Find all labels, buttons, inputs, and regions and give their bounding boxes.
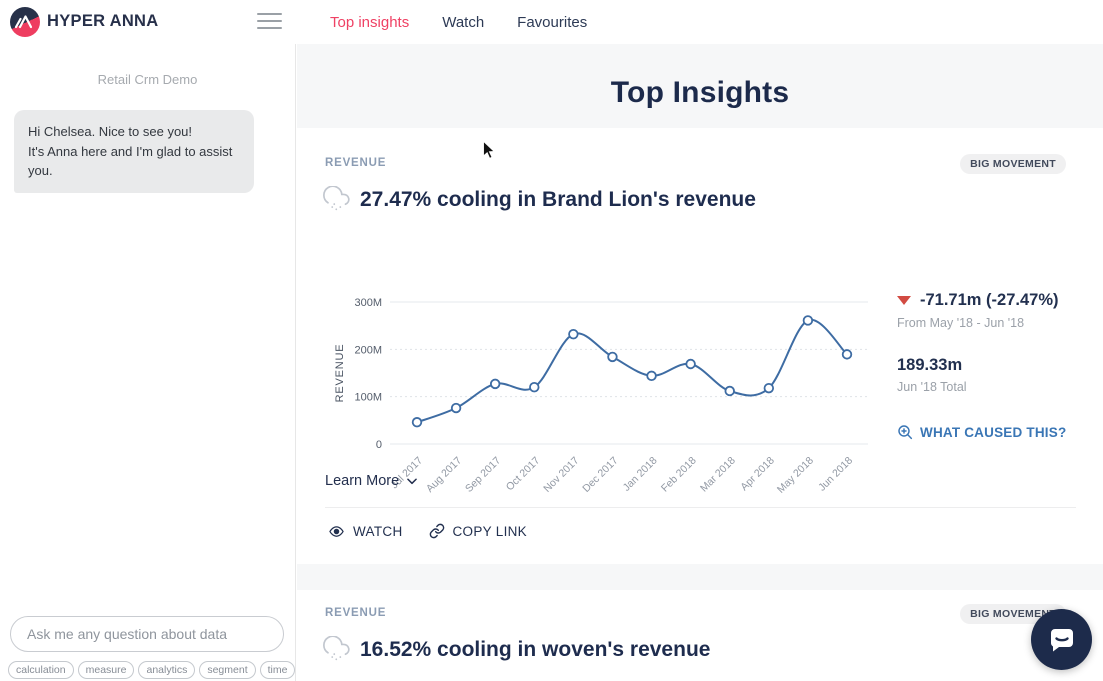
total-value: 189.33m	[897, 356, 963, 374]
page-title: Top Insights	[610, 76, 790, 109]
tab-top-insights[interactable]: Top insights	[330, 13, 410, 31]
chevron-down-icon	[407, 478, 417, 485]
svg-text:200M: 200M	[354, 344, 382, 356]
svg-text:Aug 2017: Aug 2017	[424, 455, 464, 495]
insight-card-woven: REVENUE BIG MOVEMENT 16.52% cooling in w…	[297, 590, 1103, 681]
svg-text:Nov 2017: Nov 2017	[541, 455, 581, 495]
watch-button[interactable]: WATCH	[328, 524, 403, 539]
cloud-rain-icon	[323, 636, 350, 663]
card-divider	[325, 507, 1076, 508]
svg-text:Jan 2018: Jan 2018	[621, 455, 660, 494]
top-header: HYPER ANNA Top insights Watch Favourites	[0, 0, 1103, 44]
tag-time[interactable]: time	[259, 661, 296, 679]
card-actions: WATCH COPY LINK	[328, 523, 527, 539]
zoom-in-icon	[898, 425, 913, 440]
copy-link-button[interactable]: COPY LINK	[429, 523, 527, 539]
svg-text:Sep 2017: Sep 2017	[463, 455, 503, 495]
copy-link-label: COPY LINK	[452, 523, 527, 539]
greeting-line-2: It's Anna here and I'm glad to assist yo…	[28, 143, 233, 179]
big-movement-badge: BIG MOVEMENT	[960, 154, 1066, 174]
support-chat-button[interactable]	[1031, 609, 1092, 670]
category-label: REVENUE	[325, 157, 387, 169]
link-icon	[429, 523, 444, 539]
tag-analytics[interactable]: analytics	[138, 661, 196, 679]
learn-more-toggle[interactable]: Learn More	[325, 473, 419, 489]
suggestion-tags: calculation measure analytics segment ti…	[8, 661, 296, 679]
what-caused-this-link[interactable]: WHAT CAUSED THIS?	[897, 424, 1082, 440]
tag-measure[interactable]: measure	[77, 661, 135, 679]
learn-more-label: Learn More	[325, 473, 400, 489]
insight-card-brand-lion: REVENUE BIG MOVEMENT 27.47% cooling in B…	[297, 128, 1103, 564]
insight-title: 27.47% cooling in Brand Lion's revenue	[360, 187, 756, 211]
greeting-line-1: Hi Chelsea. Nice to see you!	[28, 124, 193, 139]
brand-name: HYPER ANNA	[47, 12, 159, 30]
tag-calculation[interactable]: calculation	[8, 661, 74, 679]
svg-text:100M: 100M	[354, 392, 382, 404]
svg-text:Feb 2018: Feb 2018	[659, 455, 699, 495]
watch-label: WATCH	[353, 523, 403, 539]
chat-bubble-icon	[1050, 628, 1073, 651]
eye-icon	[329, 525, 344, 537]
svg-text:300M: 300M	[354, 297, 382, 309]
ask-question-input[interactable]	[10, 616, 284, 652]
dataset-label: Retail Crm Demo	[97, 72, 198, 87]
revenue-chart-container: 0 100M 200M 300M REVENUE Jul 2017 Aug 2017 Sep …	[318, 289, 878, 504]
decrease-triangle-icon	[897, 296, 911, 305]
svg-text:Oct 2017: Oct 2017	[504, 455, 543, 494]
category-label: REVENUE	[325, 607, 387, 619]
change-value: -71.71m (-27.47%)	[920, 291, 1059, 309]
top-nav: Top insights Watch Favourites	[330, 0, 587, 44]
svg-text:Jun 2018: Jun 2018	[816, 455, 855, 494]
svg-text:Mar 2018: Mar 2018	[698, 455, 738, 495]
tab-favourites[interactable]: Favourites	[517, 13, 588, 31]
menu-hamburger-icon[interactable]	[257, 13, 282, 31]
chat-sidebar: Retail Crm Demo Hi Chelsea. Nice to see …	[0, 44, 296, 681]
svg-text:REVENUE: REVENUE	[334, 344, 346, 403]
svg-text:0: 0	[376, 439, 382, 451]
hyper-anna-logo-icon[interactable]	[10, 7, 40, 37]
cloud-rain-icon	[323, 186, 350, 213]
insight-title: 16.52% cooling in woven's revenue	[360, 637, 711, 661]
tab-watch[interactable]: Watch	[442, 13, 485, 31]
total-label: Jun '18 Total	[897, 380, 967, 394]
anna-chat-bubble: Hi Chelsea. Nice to see you! It's Anna h…	[14, 110, 254, 193]
main-content: Top Insights REVENUE BIG MOVEMENT 27.47%…	[297, 44, 1103, 681]
svg-text:Apr 2018: Apr 2018	[738, 455, 777, 494]
tag-segment[interactable]: segment	[199, 661, 256, 679]
svg-text:May 2018: May 2018	[775, 455, 816, 496]
what-caused-this-label: WHAT CAUSED THIS?	[920, 424, 1067, 440]
svg-text:Dec 2017: Dec 2017	[580, 455, 620, 495]
insight-stats: -71.71m (-27.47%) From May '18 - Jun '18…	[897, 291, 1082, 440]
change-period: From May '18 - Jun '18	[897, 316, 1025, 330]
